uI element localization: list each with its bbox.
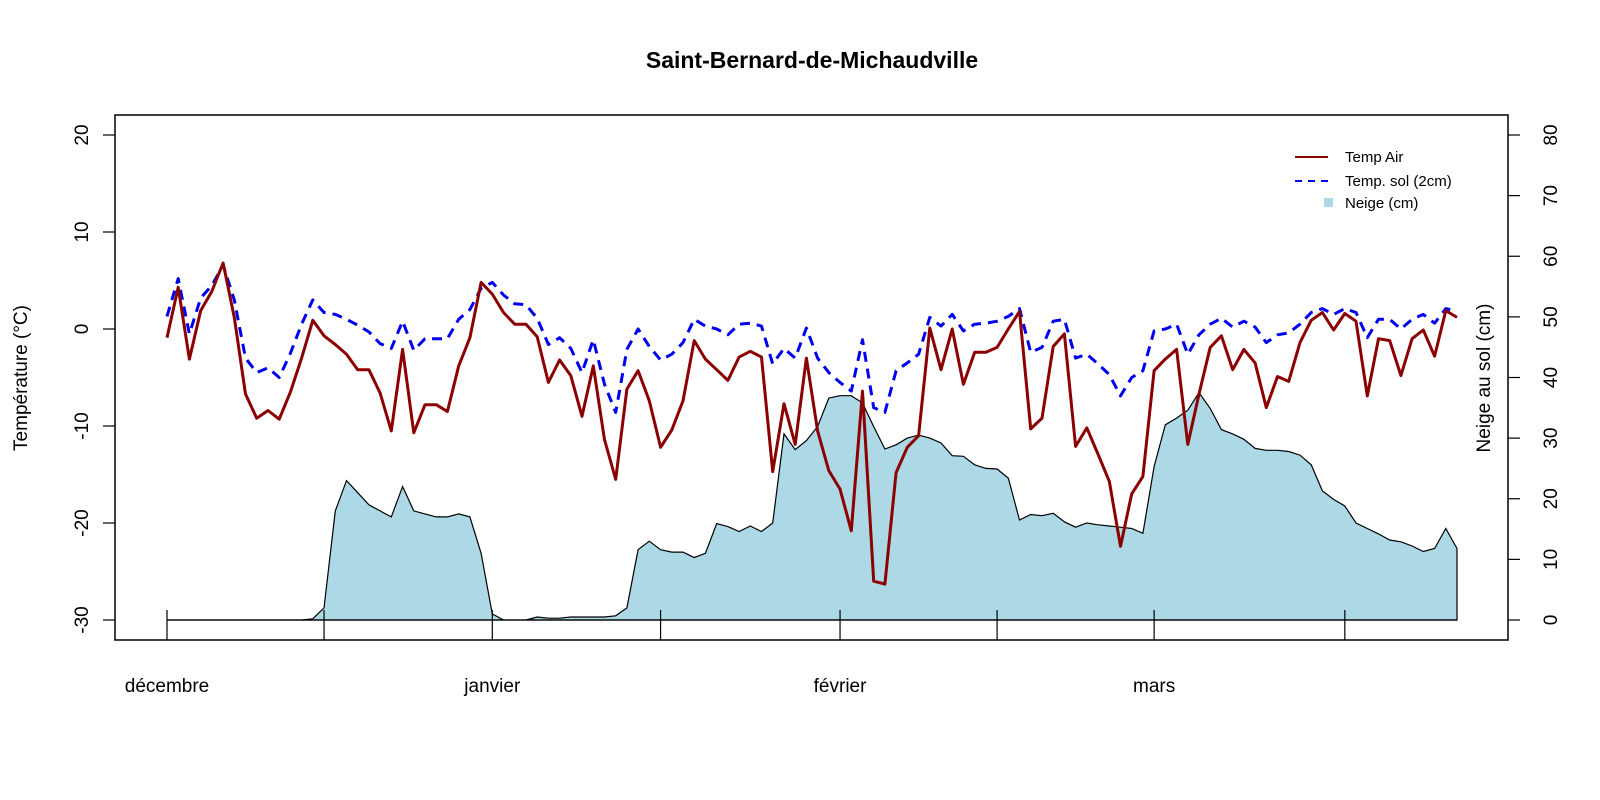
x-tick-label: février — [814, 676, 867, 697]
y-tick-label-left: 10 — [72, 221, 93, 242]
legend-swatch-neige — [1324, 198, 1333, 207]
y-axis-left-label: Température (°C) — [11, 305, 32, 451]
snow-area-layer — [167, 391, 1458, 621]
y-tick-label-right: 40 — [1541, 367, 1562, 388]
y-tick-label-right: 30 — [1541, 428, 1562, 449]
y-tick-label-left: -10 — [72, 412, 93, 439]
y-tick-label-right: 60 — [1541, 246, 1562, 267]
x-tick-label: décembre — [125, 676, 210, 697]
legend: Temp Air Temp. sol (2cm) Neige (cm) — [1295, 149, 1452, 212]
legend-label-neige: Neige (cm) — [1345, 195, 1418, 212]
x-tick-label: mars — [1133, 676, 1175, 697]
x-tick-label: janvier — [463, 676, 521, 697]
temp-sol-line — [165, 263, 1458, 414]
y-tick-label-right: 50 — [1541, 306, 1562, 327]
snow-depth-area — [167, 391, 1458, 621]
y-tick-label-left: -30 — [72, 606, 93, 633]
legend-label-temp-air: Temp Air — [1345, 149, 1403, 166]
y-tick-label-right: 80 — [1541, 124, 1562, 145]
y-tick-label-left: 20 — [72, 124, 93, 145]
y-axis-left: -30 -20 -10 0 10 20 — [72, 124, 115, 634]
y-tick-label-left: -20 — [72, 509, 93, 536]
temp-air-line — [165, 261, 1458, 586]
series-lines — [165, 261, 1458, 586]
y-tick-label-left: 0 — [72, 324, 93, 335]
y-tick-label-right: 70 — [1541, 185, 1562, 206]
chart-title: Saint-Bernard-de-Michaudville — [646, 47, 978, 73]
x-axis: décembre janvier février mars — [125, 610, 1457, 697]
y-tick-label-right: 10 — [1541, 549, 1562, 570]
y-tick-label-right: 20 — [1541, 488, 1562, 509]
y-tick-label-right: 0 — [1541, 615, 1562, 626]
y-axis-right: 0 10 20 30 40 50 60 70 80 — [1508, 124, 1562, 625]
y-axis-right-label: Neige au sol (cm) — [1474, 304, 1495, 453]
legend-label-temp-sol: Temp. sol (2cm) — [1345, 173, 1452, 190]
